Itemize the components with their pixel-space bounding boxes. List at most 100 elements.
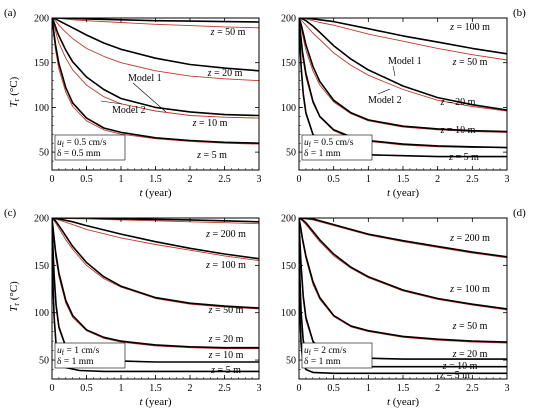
x-tick-label: 0 xyxy=(297,174,302,185)
parameter-text: δ = 1 mm xyxy=(304,149,341,159)
x-tick-label: 2.5 xyxy=(218,383,231,394)
y-tick-label: 50 xyxy=(286,356,296,367)
series-z100m-model1 xyxy=(299,218,507,310)
series-z20m-model1 xyxy=(52,18,259,72)
model-leader-line xyxy=(132,82,167,113)
y-tick-label: 50 xyxy=(39,356,49,367)
x-tick-label: 3 xyxy=(505,174,510,185)
model-label: Model 1 xyxy=(128,73,162,84)
x-tick-label: 0 xyxy=(50,383,55,394)
model-leader-line xyxy=(377,88,391,95)
series-z200m-model2 xyxy=(299,218,507,259)
y-axis-label: Tr (°C) xyxy=(8,76,21,107)
x-tick-label: 1 xyxy=(119,174,124,185)
y-tick-label: 100 xyxy=(34,308,49,319)
x-axis-label: t (year) xyxy=(139,187,171,199)
parameter-text: uf = 1 cm/s xyxy=(57,346,100,357)
series-z50m-model2 xyxy=(52,218,259,310)
series-z5m-model1 xyxy=(52,218,259,373)
curve-label: z = 50 m xyxy=(452,57,488,68)
y-tick-label: 50 xyxy=(39,148,49,159)
x-axis-label: t (year) xyxy=(387,396,419,408)
model-leader-line xyxy=(392,65,396,77)
curve-label: z = 200 m xyxy=(449,233,490,244)
x-tick-label: 0.5 xyxy=(80,174,93,185)
series-z200m-model1 xyxy=(52,218,259,223)
curve-label: z = 20 m xyxy=(440,97,476,108)
y-tick-label: 150 xyxy=(281,261,296,272)
series-z5m-model2 xyxy=(52,18,259,145)
curve-label: z = 50 m xyxy=(452,321,488,332)
x-tick-label: 3 xyxy=(257,383,262,394)
parameter-text: uf = 0.5 cm/s xyxy=(57,138,107,149)
x-tick-label: 2.5 xyxy=(466,383,479,394)
curve-label: z = 5 m xyxy=(196,150,227,161)
x-tick-label: 0.5 xyxy=(80,383,93,394)
curve-label: z = 10 m xyxy=(442,361,478,372)
y-tick-label: 50 xyxy=(286,148,296,159)
x-tick-label: 2 xyxy=(435,383,440,394)
series-z10m-model2 xyxy=(299,18,507,149)
parameter-text: δ = 1 mm xyxy=(57,357,94,367)
x-tick-label: 1.5 xyxy=(149,383,162,394)
series-z20m-model2 xyxy=(52,18,259,82)
series-z100m-model1 xyxy=(299,18,507,55)
x-axis-label: t (year) xyxy=(387,187,419,199)
series-z100m-model2 xyxy=(52,218,259,262)
parameter-text: uf = 2 cm/s xyxy=(304,346,347,357)
x-tick-label: 0 xyxy=(297,383,302,394)
x-tick-label: 1.5 xyxy=(397,383,410,394)
series-z10m-model2 xyxy=(52,18,259,119)
x-tick-label: 1.5 xyxy=(397,174,410,185)
x-tick-label: 1 xyxy=(366,383,371,394)
curve-label: z = 5 m xyxy=(210,365,241,376)
y-tick-label: 200 xyxy=(281,14,296,25)
y-tick-label: 150 xyxy=(34,261,49,272)
series-z100m-model2 xyxy=(299,18,507,61)
x-tick-label: 0.5 xyxy=(327,383,340,394)
panel-d: 0 0.5 1 1.5 2 2.5 3 50 100 150 200 t (year) (d) z = 2… xyxy=(281,207,526,408)
curve-label: z = 50 m xyxy=(210,27,246,38)
y-tick-label: 100 xyxy=(34,103,49,114)
curve-label: z = 10 m xyxy=(208,350,244,361)
x-tick-label: 1 xyxy=(366,174,371,185)
curve-label: z = 100 m xyxy=(205,260,246,271)
x-tick-label: 0.5 xyxy=(327,174,340,185)
panel-a: 0 0.5 1 1.5 2 2.5 3 50 100 150 200 t (year) Tr (°C) (… xyxy=(4,7,262,199)
curve-label: z = 100 m xyxy=(449,284,490,295)
x-tick-label: 2.5 xyxy=(218,174,231,185)
series-z100m-model1 xyxy=(52,218,259,260)
y-tick-label: 100 xyxy=(281,103,296,114)
x-tick-label: 2 xyxy=(188,383,193,394)
x-tick-label: 0 xyxy=(50,174,55,185)
parameter-box xyxy=(301,342,373,369)
curve-label: z = 5 m xyxy=(448,152,479,163)
series-z10m-model1 xyxy=(299,18,507,149)
series-z5m-model1 xyxy=(299,218,507,375)
model-label: Model 1 xyxy=(388,56,422,67)
parameter-box xyxy=(54,134,126,161)
model-label: Model 2 xyxy=(112,105,146,116)
panel-label: (c) xyxy=(4,207,17,219)
x-tick-label: 2 xyxy=(188,174,193,185)
y-tick-label: 200 xyxy=(34,214,49,225)
curve-label: z = 20 m xyxy=(208,334,244,345)
series-z20m-model1 xyxy=(52,218,259,349)
series-z10m-model1 xyxy=(52,18,259,117)
parameter-text: δ = 0.5 mm xyxy=(57,149,101,159)
series-z20m-model2 xyxy=(299,18,507,133)
x-axis-label: t (year) xyxy=(139,396,171,408)
parameter-text: δ = 1 mm xyxy=(304,357,341,367)
y-tick-label: 200 xyxy=(34,14,49,25)
series-z50m-model2 xyxy=(299,18,507,112)
x-tick-label: 2.5 xyxy=(466,174,479,185)
series-z50m-model1 xyxy=(52,218,259,309)
curve-label: z = 50 m xyxy=(208,305,244,316)
parameter-box xyxy=(301,134,373,161)
panel-c: 0 0.5 1 1.5 2 2.5 3 50 100 150 200 t (year) Tr (°C) (… xyxy=(4,207,262,408)
curve-label: z = 10 m xyxy=(192,118,228,129)
series-z50m-model1 xyxy=(299,18,507,111)
parameter-text: uf = 0.5 cm/s xyxy=(304,138,354,149)
panel-label: (a) xyxy=(4,7,17,19)
